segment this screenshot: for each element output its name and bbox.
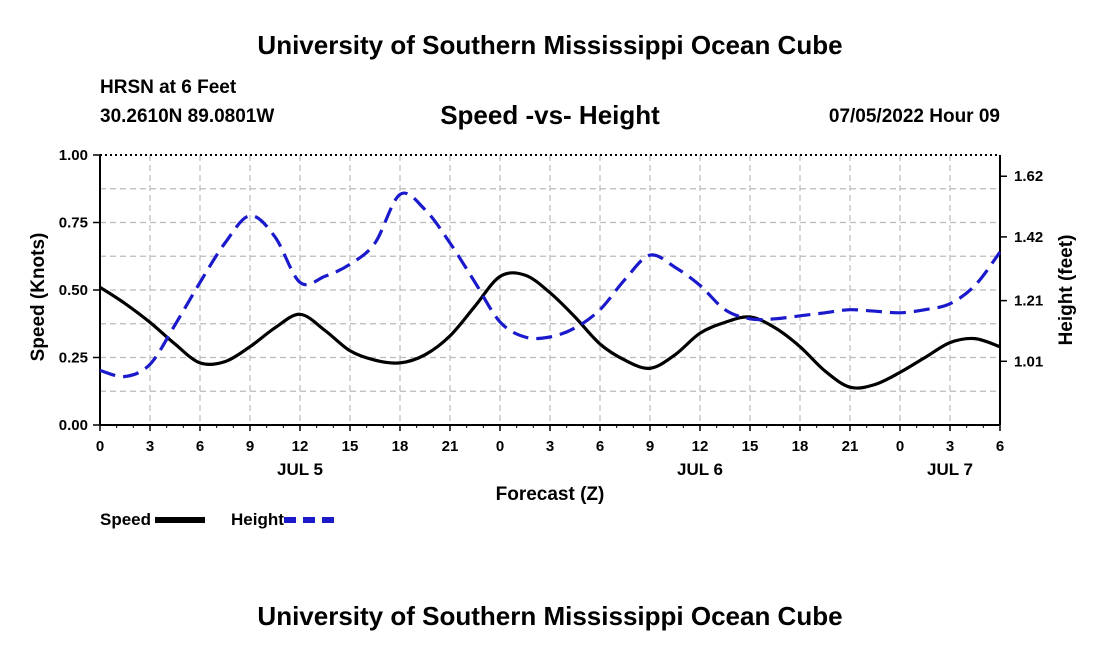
x-tick-label: 3 — [546, 438, 554, 455]
y-left-axis-label: Speed (Knots) — [28, 233, 49, 362]
y-left-tick-label: 0.50 — [59, 282, 88, 299]
x-axis-label: Forecast (Z) — [496, 484, 605, 505]
coordinates-label: 30.2610N 89.0801W — [100, 106, 275, 127]
legend-speed-label: Speed — [100, 510, 152, 529]
station-label: HRSN at 6 Feet — [100, 77, 237, 98]
x-tick-label: 12 — [692, 438, 709, 455]
legend-height-swatch — [283, 517, 334, 523]
x-tick-label: 18 — [392, 438, 409, 455]
y-left-tick-label: 0.75 — [59, 215, 88, 232]
speed-series-line — [99, 271, 1001, 390]
x-tick-label: 0 — [896, 438, 904, 455]
datetime-label: 07/05/2022 Hour 09 — [828, 106, 1000, 127]
height-series-line — [99, 191, 1002, 379]
day-label: JUL 7 — [927, 460, 973, 479]
legend-speed: Speed — [100, 510, 206, 530]
x-tick-label: 15 — [742, 438, 759, 455]
x-tick-label: 0 — [96, 438, 104, 455]
x-tick-label: 3 — [946, 438, 954, 455]
x-tick-label: 12 — [292, 438, 309, 455]
legend-height-label: Height — [231, 510, 284, 529]
y-right-axis-label: Height (feet) — [1056, 235, 1077, 346]
chart-svg: 0 3 6 9 12 15 18 21 0 3 6 9 12 15 18 21 0 3 6 0.00 0.25 0.50 0… — [28, 147, 1077, 505]
y-right-tick-label: 1.21 — [1014, 293, 1043, 310]
y-right-tick-label: 1.01 — [1014, 353, 1043, 370]
legend-height: Height — [231, 510, 334, 530]
y-right-tick-label: 1.42 — [1014, 229, 1043, 246]
y-left-tick-label: 0.00 — [59, 417, 88, 434]
x-tick-label: 0 — [496, 438, 504, 455]
day-label: JUL 6 — [677, 460, 723, 479]
x-tick-label: 6 — [996, 438, 1004, 455]
x-tick-label: 21 — [442, 438, 459, 455]
x-tick-label: 9 — [646, 438, 654, 455]
x-tick-label: 21 — [842, 438, 859, 455]
x-tick-label: 18 — [792, 438, 809, 455]
y-right-tick-label: 1.62 — [1014, 168, 1043, 185]
x-tick-label: 9 — [246, 438, 254, 455]
footer-title: University of Southern Mississippi Ocean… — [257, 601, 843, 631]
chart-subtitle: Speed -vs- Height — [440, 100, 660, 130]
y-left-tick-label: 1.00 — [59, 147, 88, 164]
legend-speed-swatch — [155, 517, 206, 523]
x-tick-label: 15 — [342, 438, 359, 455]
day-label: JUL 5 — [277, 460, 323, 479]
x-tick-label: 6 — [596, 438, 604, 455]
chart-title: University of Southern Mississippi Ocean… — [257, 30, 843, 60]
x-tick-label: 6 — [196, 438, 204, 455]
y-left-tick-label: 0.25 — [59, 350, 88, 367]
x-tick-label: 3 — [146, 438, 154, 455]
